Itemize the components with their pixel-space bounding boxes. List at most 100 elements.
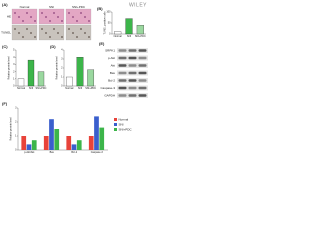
bar — [37, 71, 45, 87]
protein-label: Bax — [110, 71, 116, 75]
y-tick-label: 1 — [61, 76, 63, 79]
bar — [65, 76, 73, 87]
y-tick-label: 50 — [108, 22, 111, 25]
y-tick-label: 2 — [13, 70, 15, 73]
y-tick-label: 1 — [13, 77, 15, 80]
y-tick-label: 4 — [61, 49, 63, 52]
bar — [21, 136, 27, 150]
cell — [45, 32, 47, 34]
cell — [34, 36, 36, 38]
micrograph — [38, 24, 65, 41]
column-label: SNI — [49, 5, 54, 9]
band — [118, 71, 127, 75]
x-tick-label: Bcl-2 — [71, 151, 77, 154]
cell — [49, 36, 51, 38]
cell — [22, 20, 24, 22]
histology: Normal SNI SNI+PDC HE TUNEL — [1, 5, 92, 41]
bar — [76, 140, 82, 150]
cell — [72, 32, 74, 34]
protein-label: SRPK1 — [105, 48, 115, 52]
cell — [80, 12, 82, 14]
x-tick-label: Caspase-3 — [91, 151, 104, 154]
bar — [99, 127, 105, 150]
y-axis-label: Relative protein level — [10, 117, 13, 141]
cell — [14, 28, 16, 30]
x-tick-label: SNI — [78, 87, 82, 90]
band — [118, 64, 127, 67]
cell — [61, 20, 63, 22]
bar — [27, 59, 35, 87]
cell — [88, 36, 90, 38]
protein-label: Caspase-3 — [100, 86, 115, 90]
watermark: WILEY — [129, 2, 147, 8]
bar — [26, 144, 32, 150]
band — [118, 49, 127, 52]
cell — [88, 20, 90, 22]
micrograph — [11, 8, 38, 25]
protein-label: Akt — [111, 63, 116, 67]
y-tick-label: 4 — [13, 56, 15, 59]
cell — [26, 12, 28, 14]
protein-label: p-Akt — [108, 56, 115, 60]
panel-label: (F) — [2, 101, 8, 106]
bar — [71, 144, 77, 150]
x-tick-label: SNI — [127, 35, 131, 38]
legend-label: SNI+PDC — [119, 127, 133, 131]
cell — [53, 28, 55, 30]
bar — [87, 69, 95, 87]
x-tick-label: Normal — [65, 87, 74, 90]
x-tick-label: SNI+PDC — [135, 35, 146, 38]
x-tick-label: SNI — [29, 87, 33, 90]
cell — [61, 36, 63, 38]
row-label: TUNEL — [1, 30, 11, 34]
cell — [76, 36, 78, 38]
cell — [30, 16, 32, 18]
band — [138, 94, 147, 97]
bar — [49, 119, 54, 150]
cell — [76, 20, 78, 22]
band — [138, 86, 147, 90]
protein-label: Bcl-2 — [108, 78, 115, 82]
y-tick-label: 3 — [13, 63, 15, 66]
protein-label: GAPDH — [104, 93, 115, 97]
y-tick-label: 100 — [106, 11, 111, 14]
legend-label: SNI — [119, 122, 124, 126]
micrograph — [11, 24, 38, 41]
panel-label: (D) — [50, 44, 56, 49]
column-label: SNI+PDC — [72, 5, 86, 9]
legend-swatch — [114, 118, 117, 121]
y-axis-label: TUNEL positive cells — [104, 11, 107, 35]
cell — [57, 16, 59, 18]
bar — [88, 136, 94, 150]
cell — [34, 20, 36, 22]
y-tick-label: 5 — [13, 49, 15, 52]
x-tick-label: Bax — [50, 151, 55, 154]
panel-label: (E) — [99, 41, 105, 46]
bar — [66, 136, 72, 150]
row-label: HE — [7, 14, 11, 18]
band — [138, 56, 147, 60]
cell — [18, 16, 20, 18]
panel-label: (C) — [2, 44, 8, 49]
y-tick-label: 3 — [61, 58, 63, 61]
cell — [68, 28, 70, 30]
y-tick-label: 0 — [61, 85, 63, 88]
cell — [45, 16, 47, 18]
column-label: Normal — [20, 5, 30, 9]
band — [138, 49, 147, 52]
band — [128, 79, 137, 82]
band — [128, 64, 137, 67]
panel-label: (A) — [2, 2, 8, 7]
band — [128, 86, 137, 90]
band — [138, 71, 147, 75]
legend-swatch — [114, 123, 117, 126]
band — [118, 56, 127, 60]
figure: WILEY (A) (B) (C) (D) (E) (F) Normal SNI S… — [1, 2, 148, 154]
bar — [94, 116, 99, 150]
cell — [68, 12, 70, 14]
bar — [17, 78, 25, 87]
cell — [80, 28, 82, 30]
x-tick-label: SNI+PDC — [36, 87, 47, 90]
x-tick-label: Normal — [114, 35, 123, 38]
western-blot: SRPK1 p-Akt Akt Bax Bcl-2 Caspase-3 GAPDH — [100, 48, 148, 98]
